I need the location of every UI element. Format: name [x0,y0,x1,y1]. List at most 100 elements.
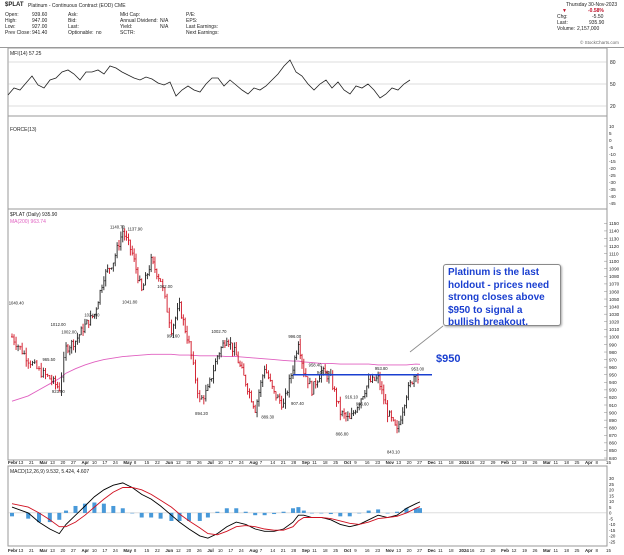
macd-hist-bar [73,505,78,513]
macd-hist-bar [309,512,314,514]
macd-hist-bar [215,511,220,513]
price-tick: 860 [609,441,617,446]
x-tick-label: Apr [585,460,593,465]
price-label-annotation: 1024.00 [84,313,100,318]
x-axis-bottom: Febr 13 21 Mar 13 20 27 Apr 10 17 24 May 8 15 22 Jun 12 2… [8,548,611,553]
macd-hist-bar [205,512,210,518]
ma-label: MA(200) 963.74 [10,219,46,225]
macd-hist-bar [385,512,390,514]
x-tick-label: 29 [491,548,496,553]
x-tick-label: 19 [522,548,527,553]
x-tick-label: Aug [249,460,258,465]
x-tick-label: 10 [218,460,223,465]
x-tick-label: 16 [365,548,370,553]
macd-hist-bar [169,512,174,521]
price-tick: 1120 [609,244,619,249]
macd-hist-bar [296,507,301,513]
price-tick: 980 [609,350,617,355]
price-tick: 970 [609,357,617,362]
price-tick: 1060 [609,289,620,294]
macd-hist-bar [404,508,409,513]
macd-hist-bar [57,512,62,520]
price-tick: 1140 [609,229,619,234]
price-label-annotation: 1140.70 [110,224,125,229]
optionable-value: no [96,30,102,36]
pe-label: P/E: [186,12,196,18]
price-label-annotation: 965.50 [42,357,55,362]
x-tick-label: 11 [312,548,317,553]
x-tick-label: 9 [354,460,357,465]
last-price-label: Last: [557,20,568,26]
x-tick-label: Dec [428,460,437,465]
x-tick-label: Apr [81,548,89,553]
x-tick-label: 8 [596,460,599,465]
x-tick-label: 18 [564,460,569,465]
x-tick-label: Apr [585,548,593,553]
x-tick-label: Mar [39,460,47,465]
macd-hist-bar [10,512,14,517]
volume-label: Volume: [557,26,576,32]
macd-hist-bar [272,512,277,515]
force-tick: -25 [609,173,616,178]
x-tick-label: 17 [102,548,107,553]
x-tick-label: 18 [449,460,454,465]
price-label: $PLAT (Daily) 935.90 [10,212,58,218]
optionable-label: Optionable: [68,30,94,36]
x-tick-label: 27 [417,460,422,465]
x-tick-label: 2024 [459,548,469,553]
callout-pointer [409,325,444,353]
x-tick-label: 22 [480,460,485,465]
x-tick-label: 24 [113,460,118,465]
next-earnings-label: Next Earnings: [186,30,219,36]
macd-signal-line [11,487,421,536]
macd-hist-bar [338,512,343,517]
x-tick-label: Sep [302,460,310,465]
x-tick-label: 22 [480,548,485,553]
x-tick-label: 15 [144,548,149,553]
price-label-annotation: 953.00 [411,366,424,371]
x-tick-label: 23 [375,460,380,465]
dividend-label: Annual Dividend: [120,18,158,24]
x-tick-label: 9 [354,548,357,553]
x-tick-label: 21 [29,548,34,553]
price-label-annotation: 866.80 [336,432,349,437]
macd-hist-bar [413,508,418,513]
x-tick-label: 12 [512,548,517,553]
chg-value: -5.50 [592,14,604,20]
x-tick-label: 15 [606,460,611,465]
x-tick-label: 17 [228,460,233,465]
x-tick-label: 7 [260,460,263,465]
x-tick-label: 16 [470,548,475,553]
x-tick-label: 18 [449,548,454,553]
price-tick: 1110 [609,251,619,256]
x-tick-label: 17 [102,460,107,465]
macd-hist-bar [243,511,248,513]
x-tick-label: 25 [575,460,580,465]
macd-tick: -20 [609,534,616,539]
x-tick-label: 13 [50,460,55,465]
x-tick-label: Oct [344,548,352,553]
price-label-annotation: 996.60 [167,333,180,338]
force-tick: 0 [609,138,612,143]
x-tick-label: 16 [470,460,475,465]
price-tick: 1100 [609,259,619,264]
price-tick: 870 [609,433,617,438]
macd-hist-bar [101,503,106,513]
price-label-annotation: 889.30 [261,415,274,420]
x-tick-label: 16 [365,460,370,465]
price-tick: 960 [609,365,617,370]
x-tick-label: 26 [197,460,202,465]
price-label-annotation: 953.80 [375,366,388,371]
x-tick-label: 26 [533,548,538,553]
price-panel: $PLAT (Daily) 935.90 MA(200) 963.74 1150… [7,208,620,461]
x-tick-label: 8 [134,548,137,553]
x-tick-label: Mar [543,460,551,465]
x-tick-label: 15 [144,460,149,465]
macd-tick: -5 [609,516,613,521]
macd-label: MACD(12,26,9) 9.532, 5.424, 4.607 [10,469,89,475]
price-label-annotation: 1040.40 [9,300,25,305]
x-tick-label: 7 [260,548,263,553]
x-tick-label: Oct [344,460,352,465]
macd-hist-bar [347,512,352,517]
mktcap-label: Mkt Cap: [120,12,141,18]
